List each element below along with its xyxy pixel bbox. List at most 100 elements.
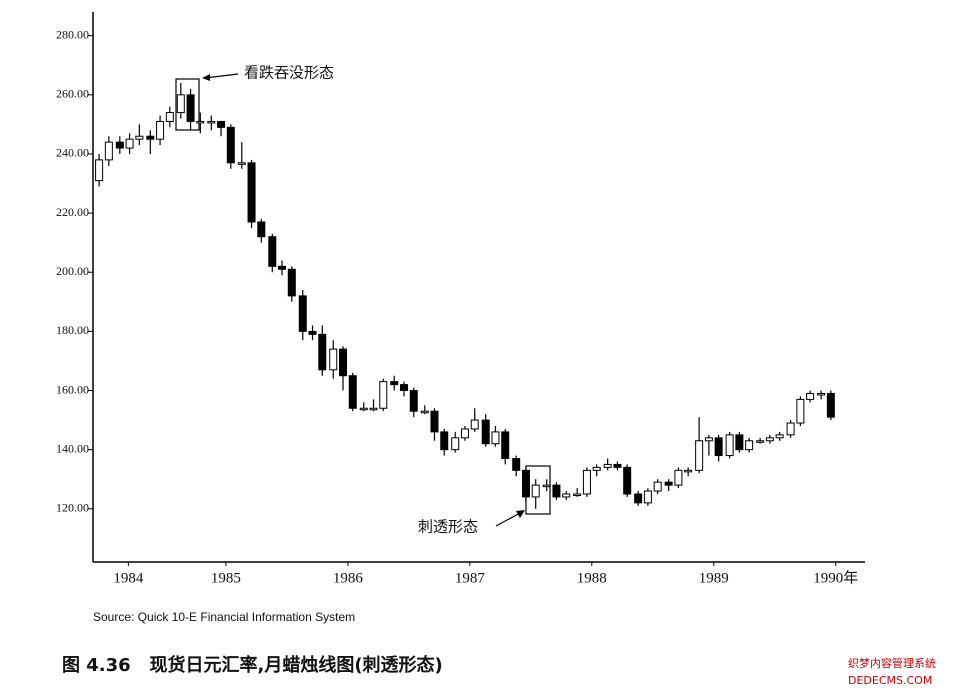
watermark: DEDECMS.COM <box>848 674 932 687</box>
x-tick-label: 1990年 <box>813 569 858 586</box>
candle-body <box>318 333 327 371</box>
candle-body <box>573 493 582 496</box>
y-tick-label: 160.00 <box>56 382 89 396</box>
y-tick-label: 240.00 <box>56 146 89 160</box>
candle-body <box>196 120 205 124</box>
candle-body <box>775 434 784 439</box>
arrow-head <box>202 74 210 81</box>
candle-body <box>592 466 601 471</box>
x-tick-label: 1986 <box>333 570 364 586</box>
candle-body <box>399 384 408 392</box>
candle-body <box>470 419 479 430</box>
candle-body <box>786 422 795 436</box>
candle-body <box>369 407 378 411</box>
candle-body <box>348 375 357 409</box>
candle-body <box>451 437 460 451</box>
candle-body <box>582 469 591 495</box>
candle-body <box>308 330 317 335</box>
candle-body <box>440 431 449 451</box>
candle-body <box>460 428 469 439</box>
candle-body <box>207 120 216 124</box>
y-tick-label: 180.00 <box>56 323 89 337</box>
candle-body <box>603 463 612 468</box>
candle-body <box>613 463 622 468</box>
candle-body <box>409 390 418 412</box>
y-tick-label: 260.00 <box>56 87 89 101</box>
x-tick-label: 1988 <box>577 570 607 586</box>
candle-body <box>329 348 338 371</box>
candle-body <box>491 431 500 445</box>
candle-body <box>95 159 104 182</box>
candle-body <box>481 419 490 445</box>
candle-body <box>217 120 226 128</box>
y-tick-label: 220.00 <box>56 205 89 219</box>
candle-body <box>501 431 510 460</box>
candle-body <box>298 295 307 332</box>
arrow <box>495 511 523 527</box>
source: Source: Quick 10-E Financial Information… <box>93 610 355 624</box>
candle-body <box>115 141 124 149</box>
candle-body <box>817 392 826 396</box>
candle-body <box>390 381 399 386</box>
x-tick-label: 1987 <box>455 570 486 586</box>
arrow <box>204 73 239 79</box>
candle-body <box>420 410 429 414</box>
candle-body <box>806 392 815 400</box>
y-tick-label: 120.00 <box>56 501 89 515</box>
candle-body <box>562 493 571 498</box>
candle-body <box>146 135 155 140</box>
candle-body <box>104 141 113 161</box>
candle-body <box>531 484 540 498</box>
x-tick-label: 1985 <box>211 570 241 586</box>
x-tick-label: 1984 <box>113 570 144 586</box>
candle-body <box>135 135 144 140</box>
candle-body <box>278 265 287 270</box>
candle-body <box>745 440 754 451</box>
candle-body <box>735 434 744 451</box>
annotation: 看跌吞没形态 <box>244 64 334 82</box>
candle-body <box>826 392 835 418</box>
candle-body <box>704 437 713 442</box>
candle-body <box>714 437 723 457</box>
candle-body <box>674 469 683 486</box>
candle-body <box>796 398 805 424</box>
candle-body <box>156 120 165 140</box>
candle-body <box>359 407 368 411</box>
arrow-head <box>516 510 525 518</box>
candle-body <box>125 138 134 149</box>
candle-body <box>623 466 632 495</box>
candle-body <box>542 484 551 488</box>
candle-body <box>643 490 652 504</box>
y-tick-label: 280.00 <box>56 27 89 41</box>
candle-body <box>226 126 235 164</box>
annotation: 刺透形态 <box>418 518 478 536</box>
candle-body <box>165 112 174 122</box>
candle-body <box>287 268 296 297</box>
candle-body <box>725 434 734 457</box>
candle-body <box>684 469 693 473</box>
candle-body <box>430 410 439 433</box>
candle-body <box>257 221 266 238</box>
candle-body <box>653 481 662 492</box>
candle-body <box>339 348 348 377</box>
candle-body <box>379 381 388 409</box>
caption: 图 4.36 现货日元汇率,月蜡烛线图(刺透形态) <box>62 654 443 676</box>
candle-body <box>512 458 521 471</box>
candle-body <box>521 469 530 498</box>
candle-body <box>756 440 765 443</box>
candle-body <box>176 94 185 114</box>
candle-body <box>552 484 561 498</box>
candle-body <box>634 493 643 504</box>
candle-body <box>247 162 256 223</box>
pattern-box <box>175 78 200 131</box>
y-tick-label: 200.00 <box>56 264 89 278</box>
candle-body <box>186 94 195 122</box>
candle-body <box>268 236 277 267</box>
candle-body <box>695 440 704 471</box>
y-tick-label: 140.00 <box>56 441 89 455</box>
x-tick-label: 1989 <box>699 570 729 586</box>
candle-body <box>237 162 246 165</box>
candle-body <box>765 437 774 442</box>
candle-body <box>664 481 673 486</box>
